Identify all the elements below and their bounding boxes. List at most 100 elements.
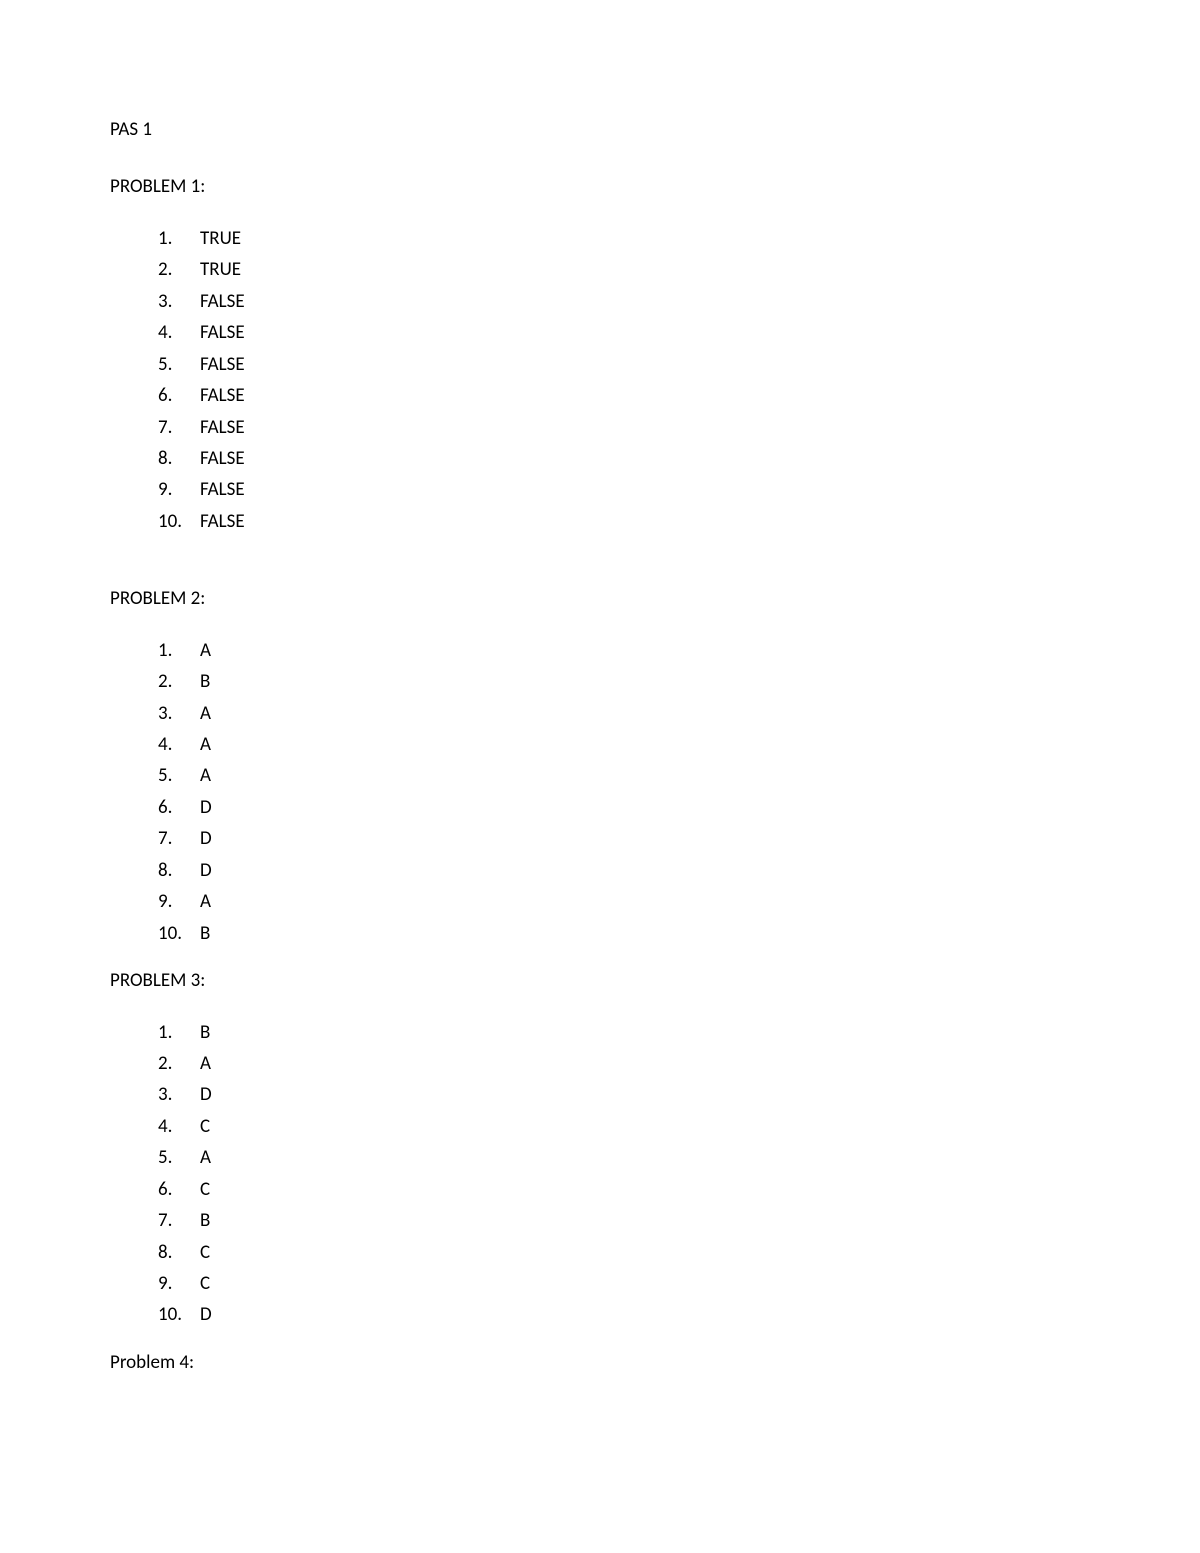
list-item: 1.TRUE	[158, 224, 1090, 253]
item-number: 5.	[158, 350, 196, 379]
item-number: 3.	[158, 287, 196, 316]
item-number: 5.	[158, 1143, 196, 1172]
item-number: 4.	[158, 1112, 196, 1141]
item-number: 8.	[158, 444, 196, 473]
list-item: 10.B	[158, 919, 1090, 948]
item-number: 2.	[158, 255, 196, 284]
list-item: 9.C	[158, 1269, 1090, 1298]
item-value: A	[196, 699, 211, 728]
page-title: PAS 1	[110, 115, 1090, 144]
item-value: FALSE	[196, 413, 245, 442]
list-item: 3.FALSE	[158, 287, 1090, 316]
item-number: 7.	[158, 824, 196, 853]
problem-1-block: PROBLEM 1: 1.TRUE 2.TRUE 3.FALSE 4.FALSE…	[110, 172, 1090, 536]
item-value: C	[196, 1238, 210, 1267]
item-value: FALSE	[196, 444, 245, 473]
list-item: 10.D	[158, 1300, 1090, 1329]
problem-4-heading: Problem 4:	[110, 1348, 1090, 1377]
item-value: FALSE	[196, 350, 245, 379]
list-item: 6.FALSE	[158, 381, 1090, 410]
list-item: 10.FALSE	[158, 507, 1090, 536]
list-item: 2.TRUE	[158, 255, 1090, 284]
list-item: 7.FALSE	[158, 413, 1090, 442]
item-value: A	[196, 636, 211, 665]
item-number: 1.	[158, 1018, 196, 1047]
list-item: 8.C	[158, 1238, 1090, 1267]
item-value: D	[196, 1300, 212, 1329]
item-value: C	[196, 1112, 210, 1141]
item-value: FALSE	[196, 507, 245, 536]
list-item: 3.D	[158, 1080, 1090, 1109]
item-number: 6.	[158, 793, 196, 822]
list-item: 4.C	[158, 1112, 1090, 1141]
item-number: 10.	[158, 919, 196, 948]
item-value: A	[196, 1143, 211, 1172]
item-value: FALSE	[196, 475, 245, 504]
list-item: 8.D	[158, 856, 1090, 885]
list-item: 6.C	[158, 1175, 1090, 1204]
item-value: D	[196, 793, 212, 822]
item-value: A	[196, 730, 211, 759]
item-number: 10.	[158, 507, 196, 536]
item-number: 6.	[158, 1175, 196, 1204]
item-value: B	[196, 1206, 210, 1235]
list-item: 8.FALSE	[158, 444, 1090, 473]
item-value: C	[196, 1269, 210, 1298]
item-value: D	[196, 856, 212, 885]
list-item: 5.A	[158, 761, 1090, 790]
item-value: A	[196, 1049, 211, 1078]
problem-3-block: PROBLEM 3: 1.B 2.A 3.D 4.C 5.A 6.C 7.B 8…	[110, 966, 1090, 1330]
item-value: TRUE	[196, 255, 241, 284]
item-number: 2.	[158, 667, 196, 696]
problem-1-answers: 1.TRUE 2.TRUE 3.FALSE 4.FALSE 5.FALSE 6.…	[158, 224, 1090, 536]
document-page: PAS 1 PROBLEM 1: 1.TRUE 2.TRUE 3.FALSE 4…	[0, 0, 1200, 1553]
problem-1-heading: PROBLEM 1:	[110, 172, 1090, 201]
list-item: 9.FALSE	[158, 475, 1090, 504]
item-value: B	[196, 919, 210, 948]
item-number: 4.	[158, 730, 196, 759]
item-number: 8.	[158, 1238, 196, 1267]
list-item: 2.B	[158, 667, 1090, 696]
item-value: C	[196, 1175, 210, 1204]
item-value: FALSE	[196, 381, 245, 410]
item-number: 3.	[158, 1080, 196, 1109]
item-value: FALSE	[196, 287, 245, 316]
item-number: 4.	[158, 318, 196, 347]
problem-2-heading: PROBLEM 2:	[110, 584, 1090, 613]
item-number: 7.	[158, 413, 196, 442]
item-value: D	[196, 1080, 212, 1109]
list-item: 5.A	[158, 1143, 1090, 1172]
item-number: 8.	[158, 856, 196, 885]
list-item: 3.A	[158, 699, 1090, 728]
item-number: 5.	[158, 761, 196, 790]
list-item: 5.FALSE	[158, 350, 1090, 379]
item-number: 9.	[158, 887, 196, 916]
item-number: 1.	[158, 224, 196, 253]
item-number: 9.	[158, 1269, 196, 1298]
list-item: 4.A	[158, 730, 1090, 759]
item-value: B	[196, 1018, 210, 1047]
item-value: B	[196, 667, 210, 696]
problem-4-block: Problem 4:	[110, 1348, 1090, 1377]
list-item: 1.B	[158, 1018, 1090, 1047]
item-value: A	[196, 887, 211, 916]
item-value: FALSE	[196, 318, 245, 347]
item-number: 3.	[158, 699, 196, 728]
problem-3-heading: PROBLEM 3:	[110, 966, 1090, 995]
item-value: A	[196, 761, 211, 790]
item-number: 1.	[158, 636, 196, 665]
list-item: 4.FALSE	[158, 318, 1090, 347]
list-item: 7.B	[158, 1206, 1090, 1235]
list-item: 2.A	[158, 1049, 1090, 1078]
item-value: D	[196, 824, 212, 853]
problem-2-answers: 1.A 2.B 3.A 4.A 5.A 6.D 7.D 8.D 9.A 10.B	[158, 636, 1090, 948]
problem-3-answers: 1.B 2.A 3.D 4.C 5.A 6.C 7.B 8.C 9.C 10.D	[158, 1018, 1090, 1330]
item-number: 9.	[158, 475, 196, 504]
list-item: 1.A	[158, 636, 1090, 665]
list-item: 7.D	[158, 824, 1090, 853]
item-number: 2.	[158, 1049, 196, 1078]
list-item: 9.A	[158, 887, 1090, 916]
item-number: 10.	[158, 1300, 196, 1329]
item-value: TRUE	[196, 224, 241, 253]
item-number: 6.	[158, 381, 196, 410]
